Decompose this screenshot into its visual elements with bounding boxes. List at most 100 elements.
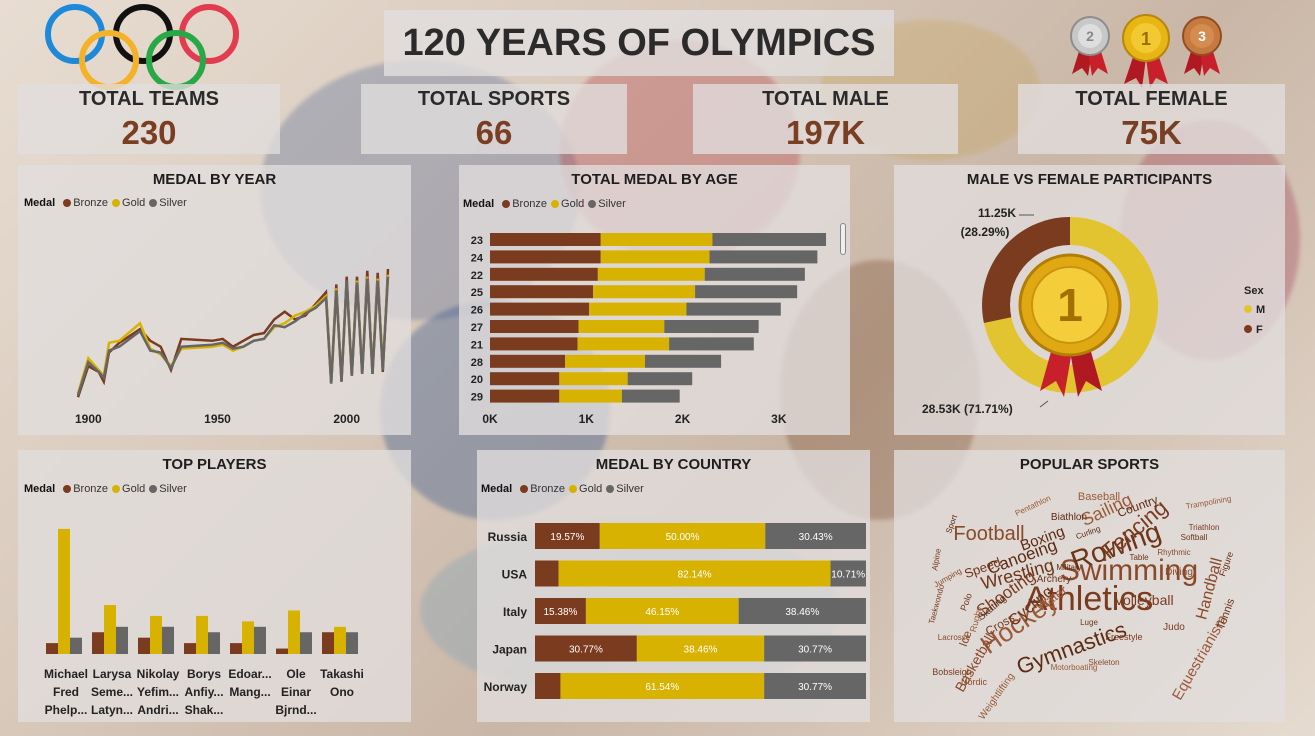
- bar-gold: [636, 635, 765, 662]
- panel-title: MALE VS FEMALE PARTICIPANTS: [966, 171, 1213, 188]
- bar-bronze: [92, 632, 104, 654]
- bar-silver: [645, 354, 722, 368]
- bar-bronze: [490, 320, 579, 333]
- x-tick-label: Andri...: [137, 703, 178, 717]
- word-cloud-item: Rhythmic: [1157, 548, 1190, 557]
- x-tick-label: 3K: [771, 412, 787, 426]
- bar-gold: [585, 598, 739, 624]
- legend-label: Medal: [24, 483, 56, 495]
- bar-silver: [686, 302, 781, 316]
- silver-medal-icon: 2: [1070, 16, 1110, 76]
- kpi-total-teams: TOTAL TEAMS 230: [18, 84, 280, 154]
- x-tick-label: Ono: [330, 685, 354, 699]
- legend: Medal Bronze Gold Silver: [463, 198, 626, 210]
- bar-gold: [150, 615, 162, 654]
- legend-bronze: Bronze: [530, 483, 566, 495]
- medal-by-country-panel: MEDAL BY COUNTRY Medal Bronze Gold Silver R…: [477, 450, 870, 722]
- bar-gold: [288, 610, 300, 654]
- kpi-value: 75K: [1121, 114, 1182, 151]
- y-tick-label: 27: [471, 322, 483, 334]
- legend: Medal Bronze Gold Silver: [24, 197, 187, 209]
- data-label: 30.77%: [798, 682, 832, 693]
- x-tick-label: Seme...: [91, 685, 133, 699]
- word-cloud-item: Nordic: [961, 677, 988, 687]
- y-tick-label: 25: [471, 287, 483, 299]
- bar-silver: [208, 632, 220, 654]
- popular-sports-word-cloud: AthleticsSwimmingRowingHockeyGymnasticsF…: [927, 489, 1237, 722]
- bar-gold: [196, 615, 208, 654]
- word-cloud-item: Figure: [1217, 550, 1235, 577]
- bar-gold: [599, 523, 766, 549]
- y-tick-label: 21: [471, 339, 483, 351]
- bar-bronze: [490, 302, 590, 316]
- y-tick-label: 24: [471, 252, 484, 264]
- y-tick-label: 26: [471, 305, 483, 317]
- bar-bronze: [322, 632, 334, 654]
- word-cloud-item: Diving: [1165, 567, 1193, 578]
- x-tick-label: Borys: [187, 667, 221, 681]
- data-label: 38.46%: [684, 645, 718, 656]
- y-tick-label: 22: [471, 270, 483, 282]
- word-cloud-item: Luge: [1080, 618, 1098, 627]
- x-tick-label: Bjrnd...: [275, 703, 316, 717]
- bar-silver: [162, 626, 174, 654]
- bar-bronze: [535, 635, 637, 662]
- olympic-rings-logo: [45, 4, 239, 90]
- y-tick-label: Japan: [492, 643, 527, 657]
- medal-by-year-chart: 1900 1950 2000: [75, 268, 390, 426]
- word-cloud-item: Skeleton: [1088, 658, 1119, 667]
- legend-silver: Silver: [159, 483, 187, 495]
- bar-gold: [558, 560, 831, 587]
- scrollbar[interactable]: [840, 223, 846, 255]
- bar-silver: [764, 635, 866, 662]
- svg-text:1: 1: [1141, 29, 1151, 49]
- legend-label: Medal: [481, 483, 513, 495]
- word-cloud-item: Trampolining: [1185, 494, 1232, 511]
- legend-label: Medal: [463, 198, 495, 210]
- word-cloud-item: Softball: [1181, 533, 1208, 542]
- medal-by-country-chart: Russia 19.57% 50.00% 30.43% USA 82.14% 10.71% I…: [484, 523, 866, 699]
- x-tick-label: 1950: [204, 412, 231, 426]
- bar-bronze: [535, 673, 561, 699]
- medal-by-age-chart: 23 24 22 25 26 27 21 28 20 29 0K 1K 2K 3K: [471, 233, 827, 426]
- word-cloud-item: Ice: [956, 628, 975, 648]
- bar-silver: [627, 372, 693, 386]
- legend-bronze: Bronze: [73, 483, 109, 495]
- x-tick-label: Mang...: [229, 685, 270, 699]
- word-cloud-item: Alpine: [930, 547, 943, 571]
- y-tick-label: Norway: [484, 680, 528, 694]
- word-cloud-item: Baseball: [1078, 491, 1120, 503]
- legend-gold: Gold: [561, 198, 585, 210]
- legend-label: Medal: [24, 197, 56, 209]
- legend-item: F: [1256, 324, 1263, 336]
- medal-by-year-panel: MEDAL BY YEAR Medal Bronze Gold Silver 1900…: [18, 165, 411, 435]
- bar-bronze: [230, 643, 242, 654]
- gold-medal-icon: 1: [1018, 253, 1122, 397]
- word-cloud-item: Military: [1056, 563, 1081, 572]
- top-players-panel: TOP PLAYERS Medal Bronze Gold Silver Michae…: [18, 450, 411, 722]
- kpi-total-male: TOTAL MALE 197K: [693, 84, 958, 154]
- x-tick-label: 1K: [579, 412, 595, 426]
- bronze-medal-icon: 3: [1182, 16, 1222, 76]
- x-tick-label: 0K: [482, 412, 498, 426]
- legend-silver: Silver: [159, 197, 187, 209]
- data-label: 10.71%: [831, 570, 865, 581]
- bar-silver: [704, 267, 805, 281]
- bar-gold: [597, 267, 705, 281]
- y-tick-label: 20: [471, 374, 483, 386]
- bar-gold: [559, 389, 622, 403]
- medal-by-age-panel: TOTAL MEDAL BY AGE Medal Bronze Gold Silver…: [459, 165, 850, 435]
- medals-icon: 2 1 3: [1070, 14, 1222, 88]
- data-label: 46.15%: [645, 607, 679, 618]
- word-cloud-item: Volleyball: [1114, 592, 1173, 608]
- bar-silver: [346, 632, 358, 654]
- legend-marker: [1244, 325, 1252, 333]
- data-label: 50.00%: [666, 532, 700, 543]
- x-tick-label: Shak...: [185, 703, 224, 717]
- y-tick-label: 28: [471, 357, 483, 369]
- bar-gold: [593, 285, 696, 299]
- top-players-chart: Michael Fred Phelp... Larysa Seme... Latyn...…: [44, 528, 364, 717]
- series-line-silver: [76, 276, 390, 396]
- legend-title: Sex: [1244, 285, 1264, 297]
- bar-bronze: [490, 233, 601, 246]
